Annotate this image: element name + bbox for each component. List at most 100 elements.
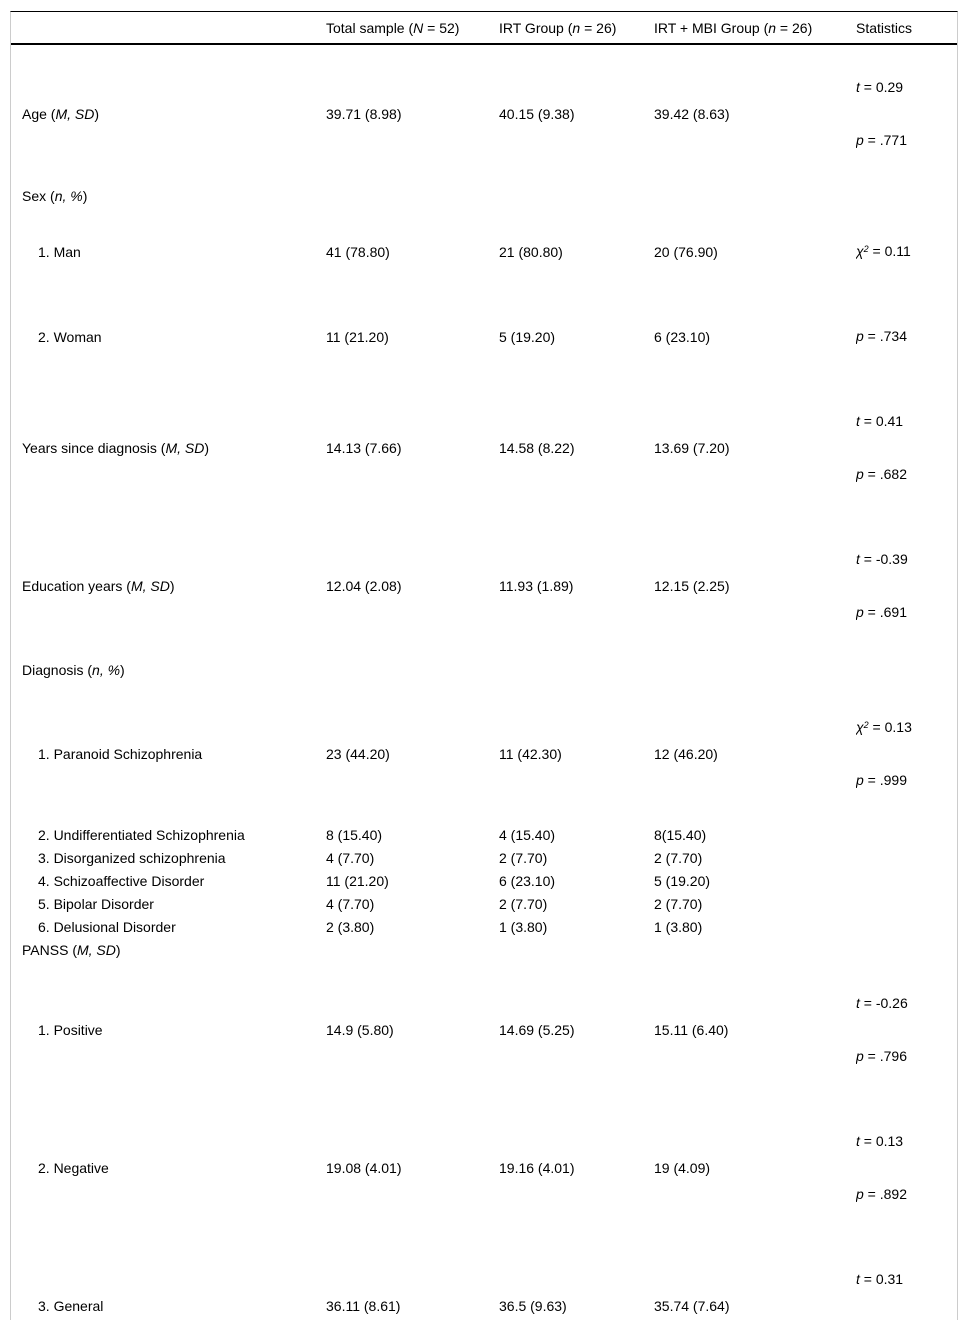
total-sample-value: 36.11 (8.61) — [326, 1298, 401, 1314]
empty-cell — [856, 846, 957, 869]
stat-line-p: p = .796 — [856, 1046, 957, 1067]
stat-symbol: χ — [856, 719, 864, 735]
total-sample-value: 8 (15.40) — [326, 826, 383, 843]
irt-group-value: 1 (3.80) — [499, 918, 548, 935]
irt-mbi-group-value: 12.15 (2.25) — [654, 578, 730, 594]
irt-group-value: 11 (42.30) — [499, 746, 562, 762]
stat-line-p: p = .999 — [856, 770, 957, 791]
row-label-cell: 2. Woman — [11, 294, 326, 379]
label-text: ) — [82, 188, 88, 204]
stat-symbol: p — [856, 604, 864, 620]
label-text: ) — [204, 440, 210, 456]
row-label-cell: Sex (n, %) — [11, 183, 326, 209]
label-text: Education years ( — [22, 578, 131, 594]
total-sample-value: 2 (3.80) — [326, 918, 375, 935]
header-text: = 52) — [423, 19, 460, 36]
row-sex-group: Sex (n, %) — [11, 183, 957, 209]
label-text: 2. Undifferentiated Schizophrenia — [38, 826, 245, 843]
label-text: 2. Woman — [38, 328, 102, 345]
row-panss-group: PANSS (M, SD) — [11, 938, 957, 961]
row-sex-man: 1. Man 41 (78.80) 21 (80.80) 20 (76.90) … — [11, 209, 957, 294]
demographics-table: Total sample (N = 52) IRT Group (n = 26)… — [11, 12, 957, 1320]
irt-group-value: 21 (80.80) — [499, 243, 563, 260]
row-diagnosis-bipolar: 5. Bipolar Disorder 4 (7.70) 2 (7.70) 2 … — [11, 892, 957, 915]
row-label-cell: 1. Paranoid Schizophrenia — [11, 685, 326, 823]
row-label-cell: Years since diagnosis (M, SD) — [11, 379, 326, 517]
stat-value: = 0.41 — [859, 413, 904, 429]
header-text: IRT Group ( — [499, 19, 573, 36]
label-text: 4. Schizoaffective Disorder — [38, 872, 205, 889]
empty-cell — [499, 938, 654, 961]
total-sample-value: 19.08 (4.01) — [326, 1160, 402, 1176]
stat-symbol: p — [856, 1186, 864, 1202]
stat-symbol: p — [856, 1048, 864, 1064]
stat-line-t: t = 0.31 — [856, 1269, 957, 1290]
empty-cell — [856, 938, 957, 961]
empty-cell — [856, 869, 957, 892]
stat-symbol: t — [856, 413, 860, 429]
label-text: ) — [115, 941, 121, 958]
statistics-cell: t = 0.29 p = .771 — [856, 44, 957, 183]
stat-symbol: t — [856, 79, 860, 95]
row-sex-woman: 2. Woman 11 (21.20) 5 (19.20) 6 (23.10) … — [11, 294, 957, 379]
header-text: IRT + MBI Group ( — [654, 19, 769, 36]
empty-cell — [654, 938, 856, 961]
total-sample-value: 39.71 (8.98) — [326, 106, 402, 122]
row-label-cell: Age (M, SD) — [11, 44, 326, 183]
label-text-italic: M, SD — [130, 578, 170, 594]
stat-value: = .691 — [863, 604, 907, 620]
stat-line-p: p = .682 — [856, 464, 957, 485]
statistics-cell: χ2 = 0.13 p = .999 — [856, 685, 957, 823]
stat-value: = .999 — [863, 772, 907, 788]
label-text: Years since diagnosis ( — [22, 440, 166, 456]
stat-line-t: t = 0.13 — [856, 1131, 957, 1152]
label-text-italic: M, SD — [165, 440, 205, 456]
total-sample-value: 12.04 (2.08) — [326, 578, 402, 594]
stat-value: = 0.13 — [868, 719, 912, 735]
stat-line-p: p = .734 — [856, 326, 957, 347]
irt-mbi-group-value: 13.69 (7.20) — [654, 440, 730, 456]
statistics-cell: p = .734 — [856, 294, 957, 379]
row-diagnosis-undifferentiated: 2. Undifferentiated Schizophrenia 8 (15.… — [11, 823, 957, 846]
row-label-cell: 1. Man — [11, 209, 326, 294]
label-text: 3. Disorganized schizophrenia — [38, 849, 226, 866]
irt-group-value: 40.15 (9.38) — [499, 106, 575, 122]
irt-group-value: 19.16 (4.01) — [499, 1160, 575, 1176]
irt-mbi-group-value: 19 (4.09) — [654, 1160, 711, 1176]
statistics-cell: χ2 = 0.11 — [856, 209, 957, 294]
total-sample-value: 4 (7.70) — [326, 895, 375, 912]
stat-line-t: t = -0.39 — [856, 549, 957, 570]
label-text: Age ( — [22, 106, 56, 122]
header-col-total-sample: Total sample (N = 52) — [326, 12, 499, 45]
stat-line-chi2: χ2 = 0.11 — [856, 241, 957, 262]
row-label-cell: 6. Delusional Disorder — [11, 915, 326, 938]
stat-symbol: p — [856, 772, 864, 788]
irt-group-value: 6 (23.10) — [499, 872, 556, 889]
stat-line-t: t = 0.41 — [856, 411, 957, 432]
irt-group-value: 36.5 (9.63) — [499, 1298, 567, 1314]
label-text-italic: n, % — [92, 662, 121, 678]
header-col-irt-group: IRT Group (n = 26) — [499, 12, 654, 45]
label-text: 2. Negative — [38, 1160, 109, 1176]
header-text: = 26) — [776, 19, 813, 36]
total-sample-value: 23 (44.20) — [326, 746, 390, 762]
label-text: Sex ( — [22, 188, 55, 204]
stat-superscript: 2 — [863, 244, 869, 254]
row-diagnosis-delusional: 6. Delusional Disorder 2 (3.80) 1 (3.80)… — [11, 915, 957, 938]
irt-mbi-group-value: 20 (76.90) — [654, 243, 718, 260]
row-label-cell: 2. Negative — [11, 1099, 326, 1237]
empty-cell — [856, 915, 957, 938]
row-label-cell: 1. Positive — [11, 961, 326, 1099]
stat-value: = .796 — [863, 1048, 907, 1064]
label-text: 6. Delusional Disorder — [38, 918, 176, 935]
irt-group-value: 11.93 (1.89) — [499, 578, 574, 594]
label-text: 1. Positive — [38, 1022, 103, 1038]
irt-group-value: 5 (19.20) — [499, 328, 556, 345]
total-sample-value: 4 (7.70) — [326, 849, 375, 866]
stat-value: = .682 — [863, 466, 907, 482]
stat-symbol: p — [856, 132, 864, 148]
empty-cell — [499, 183, 654, 209]
statistics-cell: t = -0.39 p = .691 — [856, 517, 957, 655]
label-text-italic: M, SD — [55, 106, 95, 122]
row-education-years: Education years (M, SD) 12.04 (2.08) 11.… — [11, 517, 957, 655]
